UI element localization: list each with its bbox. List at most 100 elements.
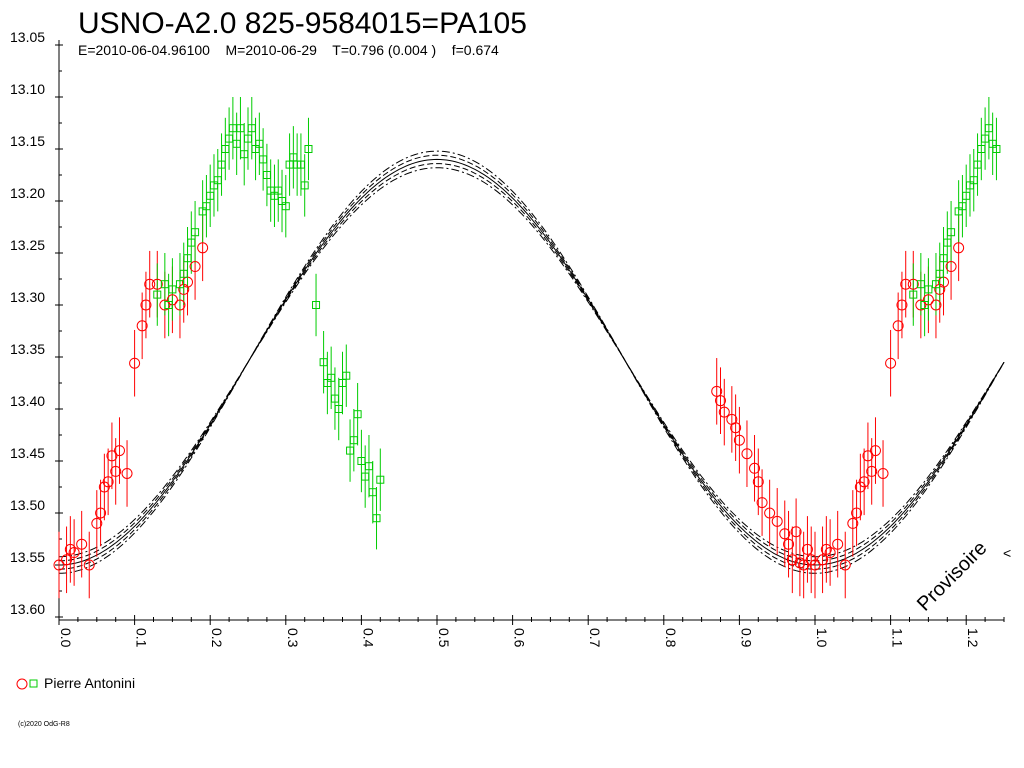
data-point-circle	[129, 357, 141, 369]
data-point-circle	[771, 515, 783, 527]
data-point-square	[962, 191, 971, 200]
data-point-circle	[915, 299, 927, 311]
data-point-square	[274, 186, 283, 195]
data-point-square	[221, 145, 230, 153]
data-point-circle	[151, 278, 163, 290]
data-point-square	[992, 145, 1001, 153]
data-point-square	[969, 176, 978, 185]
data-point-square	[168, 285, 177, 294]
data-point-square	[364, 462, 373, 471]
data-point-square	[153, 290, 162, 299]
data-point-square	[228, 124, 237, 133]
x-tick-label: 0.1	[134, 628, 150, 648]
data-point-square	[281, 202, 290, 211]
x-axis-ticks: 0.0 0.1 0.2 0.3 0.4 0.5 0.6 0.7 0.8 0.9 1.0 1.1 1.2	[58, 615, 1005, 648]
x-tick-label: 1.2	[965, 628, 981, 648]
data-point-circle	[53, 559, 65, 571]
model-curves	[58, 150, 1005, 574]
y-tick-label: 13.50	[10, 497, 45, 513]
data-point-circle	[869, 445, 881, 457]
copyright: (c)2020 OdG-R8	[18, 721, 70, 728]
data-point-square	[225, 134, 234, 143]
data-point-circle	[839, 559, 851, 571]
data-point-square	[244, 134, 252, 143]
edge-marker: <	[1003, 545, 1011, 561]
data-point-square	[240, 150, 249, 159]
y-tick-label: 13.55	[10, 549, 45, 565]
data-point-square	[206, 191, 215, 200]
data-point-square	[924, 285, 933, 294]
legend-label: Pierre Antonini	[44, 675, 135, 691]
data-point-circle	[102, 476, 114, 488]
data-point-square	[304, 145, 313, 153]
data-point-square	[236, 124, 245, 133]
data-point-circle	[809, 559, 821, 571]
x-tick-label: 0.7	[587, 628, 603, 648]
data-point-circle	[783, 538, 795, 550]
data-point-circle	[858, 476, 870, 488]
data-point-square	[920, 301, 929, 309]
data-point-square	[909, 290, 918, 299]
x-tick-label: 0.5	[436, 628, 452, 648]
y-tick-label: 13.10	[10, 81, 45, 97]
data-point-circle	[136, 320, 148, 332]
y-tick-label: 13.20	[10, 185, 45, 201]
data-point-square	[361, 472, 370, 481]
legend-square-marker	[29, 679, 38, 688]
data-point-square	[334, 405, 343, 413]
data-point-circle	[741, 448, 753, 460]
data-markers	[53, 124, 1001, 571]
model-curve-upper	[58, 154, 1005, 570]
data-point-square	[935, 269, 944, 278]
data-point-square	[984, 124, 993, 133]
data-point-circle	[798, 559, 810, 571]
data-point-circle	[91, 517, 103, 529]
data-point-circle	[851, 507, 863, 519]
data-point-square	[262, 171, 271, 179]
data-point-square	[981, 134, 990, 143]
data-point-square	[232, 139, 241, 148]
data-point-circle	[159, 299, 171, 311]
model-curve-lower	[59, 163, 1005, 562]
data-point-circle	[862, 450, 874, 462]
data-point-circle	[801, 543, 813, 555]
data-point-circle	[764, 507, 776, 519]
y-axis-ticks: 13.05 13.10 13.15 13.20 13.25 13.30 13.35 13.40…	[10, 29, 63, 618]
chart-title: USNO-A2.0 825-9584015=PA105	[78, 7, 527, 40]
data-point-square	[368, 488, 377, 497]
y-tick-label: 13.60	[10, 601, 45, 617]
data-point-square	[296, 160, 305, 169]
y-tick-label: 13.35	[10, 341, 45, 357]
data-point-square	[346, 446, 355, 455]
data-point-circle	[820, 543, 832, 555]
data-point-circle	[779, 528, 791, 540]
data-point-circle	[756, 497, 768, 509]
data-point-square	[213, 176, 222, 185]
data-point-square	[175, 280, 184, 289]
legend: Pierre Antonini	[16, 675, 135, 691]
data-point-square	[931, 280, 940, 289]
data-point-circle	[790, 526, 802, 538]
y-tick-label: 13.45	[10, 445, 45, 461]
data-point-square	[247, 124, 256, 133]
plot-area: 13.05 13.10 13.15 13.20 13.25 13.30 13.35 13.40…	[10, 29, 1005, 648]
data-point-square	[342, 371, 351, 380]
data-point-circle	[140, 299, 152, 311]
data-point-circle	[715, 395, 726, 407]
data-point-square	[312, 301, 321, 309]
data-point-circle	[885, 357, 897, 369]
data-point-square	[939, 254, 948, 263]
data-point-circle	[892, 320, 904, 332]
data-point-circle	[953, 242, 965, 254]
x-tick-label: 0.3	[285, 628, 301, 648]
model-curve-main	[58, 158, 1005, 566]
data-point-square	[179, 269, 188, 278]
data-point-circle	[113, 445, 125, 457]
data-point-circle	[174, 299, 186, 311]
data-point-square	[202, 202, 211, 211]
data-point-square	[330, 394, 339, 403]
data-point-square	[183, 254, 192, 263]
data-point-circle	[197, 242, 209, 254]
data-point-square	[977, 145, 986, 153]
